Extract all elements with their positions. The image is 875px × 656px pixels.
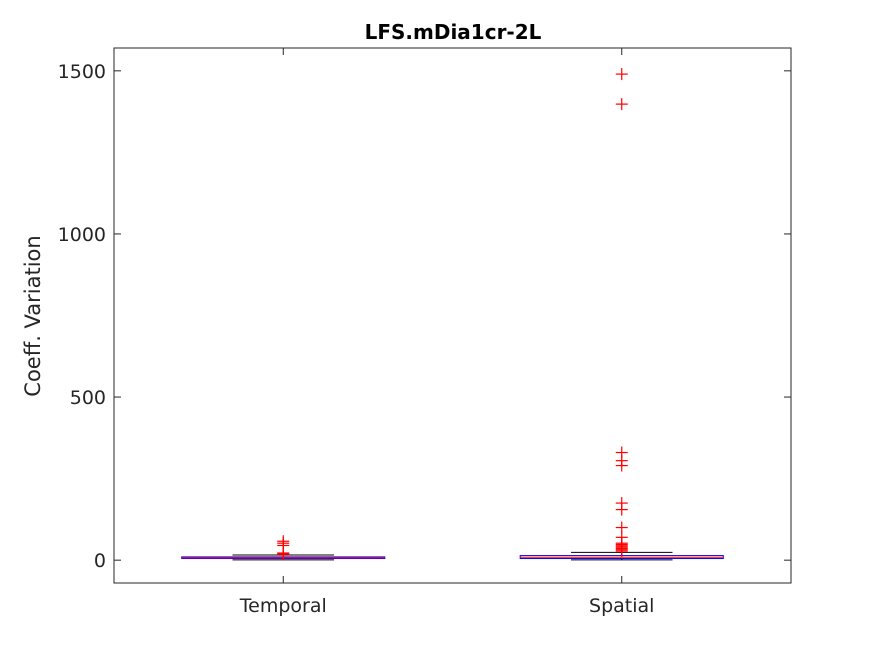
box-spatial [519, 68, 724, 561]
outlier-marker [615, 98, 628, 111]
y-axis-label: Coeff. Variation [21, 235, 45, 396]
y-tick-label: 500 [70, 387, 106, 409]
outlier-marker [615, 68, 628, 81]
y-tick-label: 0 [94, 550, 106, 572]
x-tick-label: Temporal [239, 595, 327, 617]
outlier-marker [615, 446, 628, 459]
axis-ticks: 0 500 1000 1500 Temporal Spatial [58, 48, 791, 617]
outlier-marker [277, 535, 290, 548]
plot-area [113, 47, 792, 584]
y-tick-label: 1000 [58, 224, 106, 246]
x-tick-label: Spatial [589, 595, 654, 617]
box-series [181, 68, 724, 561]
chart-title: LFS.mDia1cr-2L [365, 20, 542, 44]
box-temporal [181, 535, 386, 561]
y-tick-label: 1500 [58, 61, 106, 83]
outlier-marker [615, 521, 628, 534]
outlier-marker [615, 497, 628, 510]
